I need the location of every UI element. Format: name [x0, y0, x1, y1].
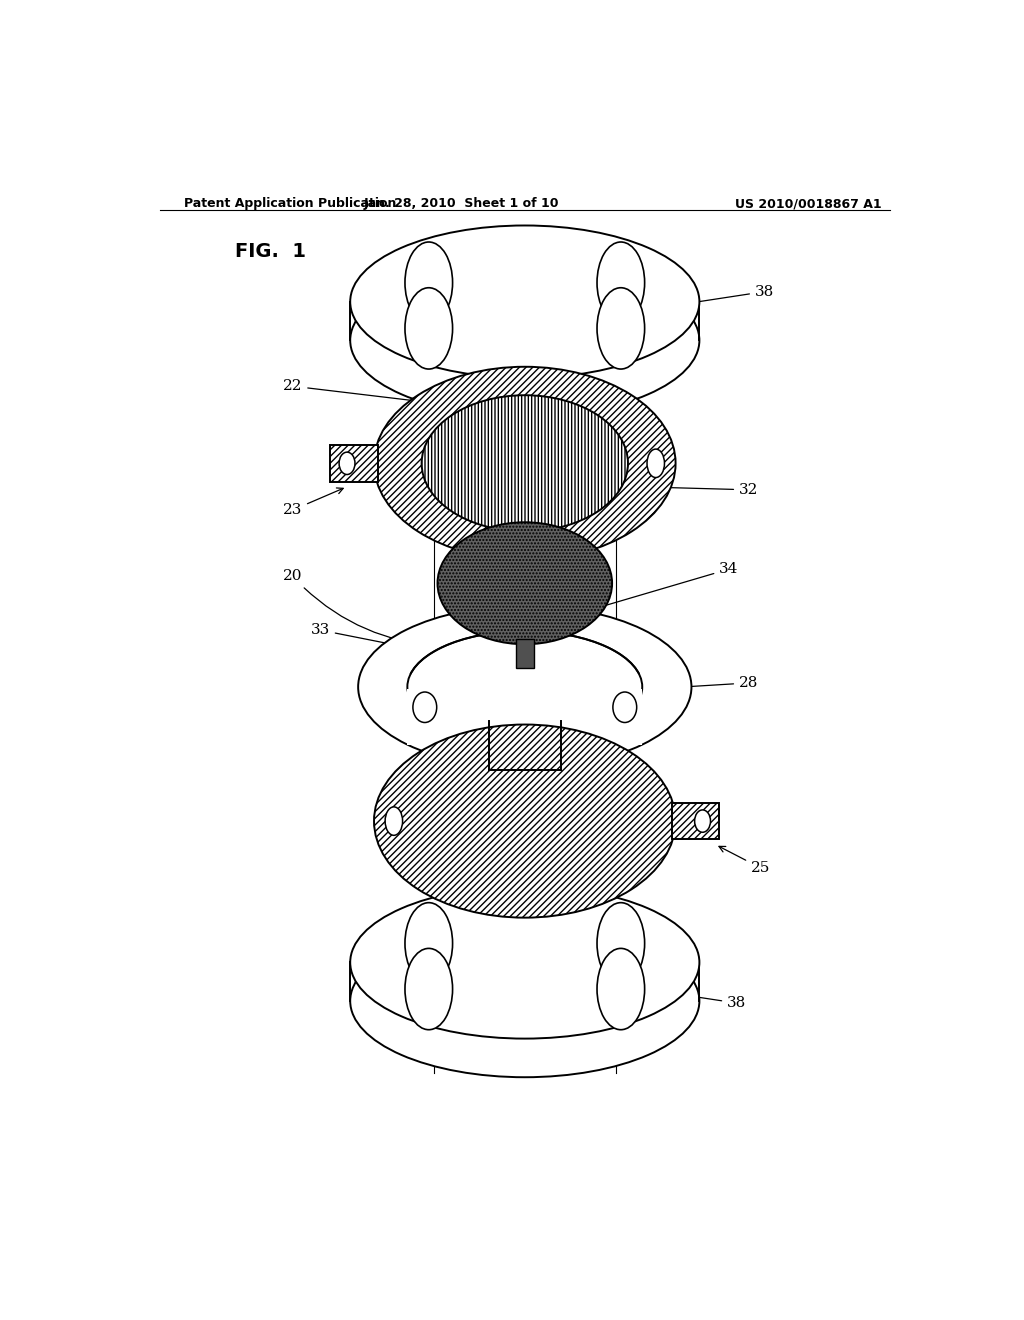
Polygon shape — [350, 962, 699, 1001]
Bar — [516, 639, 534, 668]
Ellipse shape — [422, 395, 628, 532]
Ellipse shape — [694, 810, 711, 833]
Ellipse shape — [374, 725, 676, 917]
Ellipse shape — [350, 226, 699, 378]
Ellipse shape — [597, 903, 645, 983]
Text: FIG.  1: FIG. 1 — [236, 242, 306, 261]
Bar — [408, 689, 642, 744]
Text: 32: 32 — [667, 483, 759, 496]
Text: 33: 33 — [310, 623, 463, 659]
Bar — [331, 445, 378, 482]
Ellipse shape — [374, 367, 676, 560]
Ellipse shape — [350, 925, 699, 1077]
Ellipse shape — [350, 264, 699, 417]
Ellipse shape — [350, 886, 699, 1039]
Text: Jan. 28, 2010  Sheet 1 of 10: Jan. 28, 2010 Sheet 1 of 10 — [364, 197, 559, 210]
Ellipse shape — [339, 453, 355, 474]
Ellipse shape — [385, 807, 402, 836]
Text: 24: 24 — [433, 731, 490, 752]
Ellipse shape — [404, 242, 453, 323]
Text: 38: 38 — [650, 990, 746, 1010]
Ellipse shape — [413, 692, 436, 722]
Ellipse shape — [358, 606, 691, 768]
Text: 34: 34 — [580, 562, 738, 612]
Text: 38: 38 — [676, 285, 774, 305]
Ellipse shape — [408, 631, 642, 743]
Ellipse shape — [647, 449, 665, 478]
Ellipse shape — [437, 523, 612, 644]
Text: 25: 25 — [719, 846, 770, 875]
Text: 20: 20 — [283, 569, 438, 645]
Text: 22: 22 — [283, 379, 451, 405]
Ellipse shape — [597, 288, 645, 370]
Polygon shape — [350, 302, 699, 341]
Ellipse shape — [404, 288, 453, 370]
Ellipse shape — [597, 948, 645, 1030]
Text: Patent Application Publication: Patent Application Publication — [183, 197, 396, 210]
Ellipse shape — [404, 948, 453, 1030]
Text: 28: 28 — [686, 676, 759, 690]
Text: US 2010/0018867 A1: US 2010/0018867 A1 — [735, 197, 882, 210]
Ellipse shape — [597, 242, 645, 323]
Bar — [489, 702, 560, 748]
Text: 23: 23 — [283, 488, 343, 517]
Ellipse shape — [404, 903, 453, 983]
Ellipse shape — [613, 692, 637, 722]
Bar — [672, 803, 719, 840]
